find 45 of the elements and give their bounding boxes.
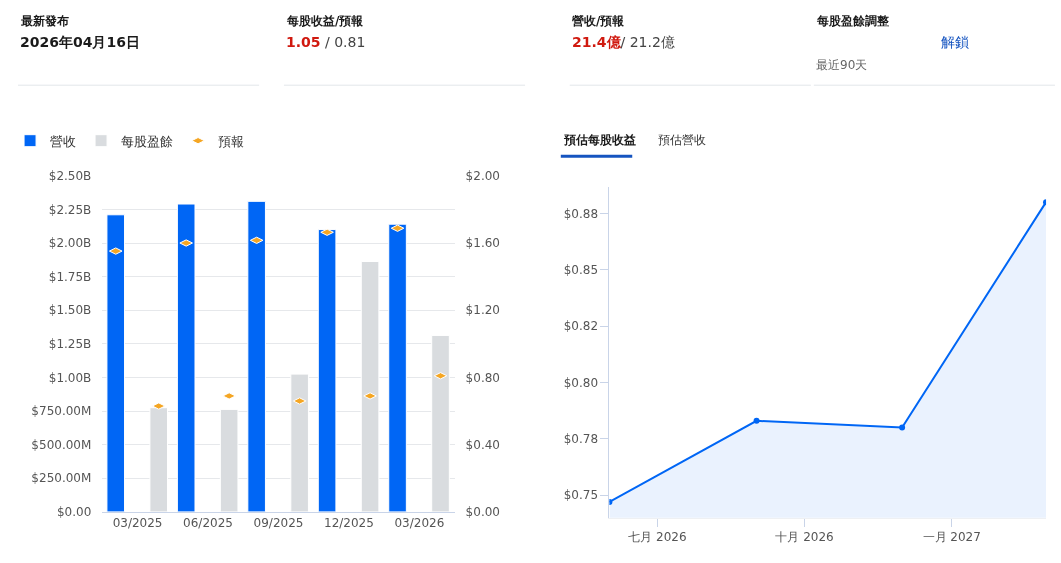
y-tick-label: $250.00M — [31, 471, 92, 486]
y2-tick-label: $0.00 — [465, 505, 500, 520]
y-tick-label: $1.75B — [48, 269, 92, 284]
y-tick-label: $0.78 — [563, 432, 599, 447]
y-tick-label: $1.00B — [48, 370, 92, 385]
x-tick-label: 03/2025 — [112, 516, 163, 531]
y-tick-label: $0.82 — [563, 319, 599, 334]
x-tick-label: 03/2026 — [394, 516, 445, 531]
legend-label: 預報 — [218, 133, 245, 149]
text: 解鎖 — [941, 34, 969, 50]
x-tick-label: 12/2025 — [324, 516, 374, 531]
y2-tick-label: $1.20 — [465, 303, 500, 318]
text: 每股盈餘調整 — [816, 14, 890, 28]
legend-label: 每股盈餘 — [121, 133, 174, 149]
y-tick-label: $500.00M — [31, 437, 92, 452]
y-tick-label: $2.25B — [48, 202, 92, 217]
text: 每股收益/預報 — [286, 14, 365, 28]
y-tick-label: $0.00 — [56, 505, 92, 520]
x-tick-label: 十月 2026 — [775, 530, 834, 545]
text: 預估營收 — [658, 133, 706, 147]
x-tick-label: 06/2025 — [183, 516, 233, 531]
y-tick-label: $1.25B — [48, 337, 92, 352]
y-tick-label: $750.00M — [31, 404, 92, 419]
y-tick-label: $1.50B — [48, 303, 92, 318]
text: 2026年04月16日 — [20, 34, 140, 50]
y-tick-label: $2.00B — [48, 236, 92, 251]
text: 21.4億/ 21.2億 — [572, 34, 675, 50]
text: 營收/預報 — [572, 14, 626, 28]
y-tick-label: $0.80 — [563, 375, 599, 390]
x-tick-label: 09/2025 — [253, 516, 304, 531]
y-tick-label: $0.85 — [563, 262, 599, 277]
chart-title: 預估每股收益 — [563, 133, 636, 147]
text: 1.05 / 0.81 — [286, 34, 366, 50]
text: 最近90天 — [816, 58, 868, 72]
y-tick-label: $0.75 — [563, 488, 599, 503]
legend-label: 營收 — [50, 133, 77, 149]
y-tick-label: $2.50B — [48, 169, 92, 183]
y2-tick-label: $2.00 — [465, 169, 500, 183]
y2-tick-label: $0.80 — [465, 370, 500, 385]
x-tick-label: 七月 2026 — [628, 530, 687, 545]
y2-tick-label: $1.60 — [465, 236, 500, 251]
y-tick-label: $0.88 — [563, 206, 599, 221]
y2-tick-label: $0.40 — [465, 437, 500, 452]
text: 最新發布 — [20, 14, 69, 28]
x-tick-label: 一月 2027 — [922, 530, 981, 545]
